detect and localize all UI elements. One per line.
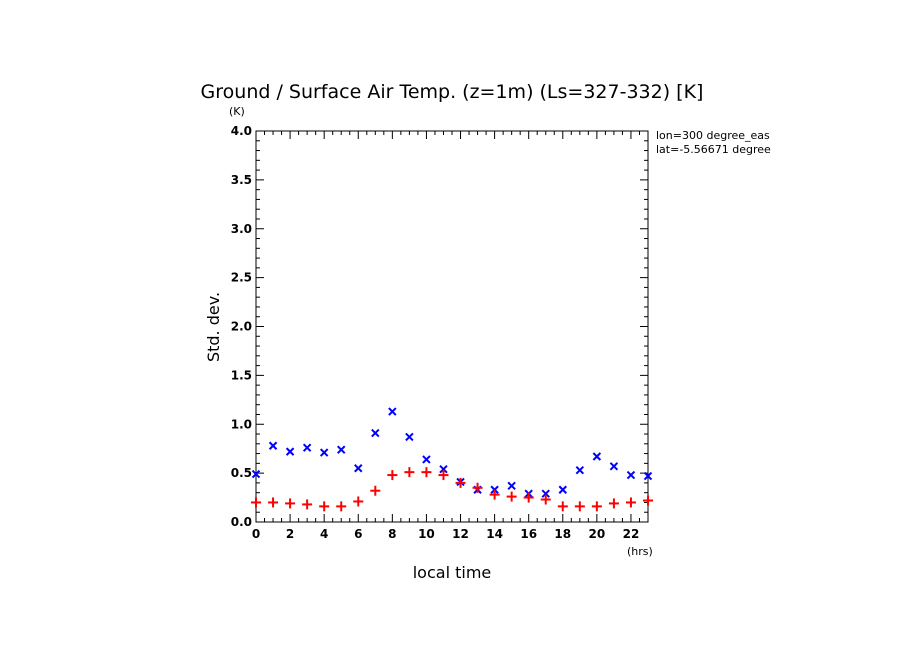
data-point-plus-marker (591, 501, 602, 512)
axis-ticks (255, 130, 649, 523)
y-tick-label: 2.0 (231, 320, 252, 334)
y-tick-label: 3.5 (231, 173, 252, 187)
data-point-plus-marker (319, 501, 330, 512)
data-point-plus-marker (455, 477, 466, 488)
data-point-plus-marker (557, 501, 568, 512)
data-point-x-marker (626, 470, 636, 480)
x-unit-label: (hrs) (627, 545, 653, 558)
x-tick-label: 0 (252, 527, 260, 541)
y-unit-label: (K) (229, 105, 245, 118)
data-point-plus-marker (404, 467, 415, 478)
data-point-plus-marker (353, 496, 364, 507)
data-point-x-marker (319, 448, 329, 457)
axis-tick-labels: 0 2 4 6 8 10 12 14 16 18 20 22 0.0 0.5 1.0 1.5 2.0 2.5 3.0… (231, 124, 640, 541)
data-point-x-marker (371, 428, 380, 438)
x-tick-label: 8 (388, 527, 396, 541)
data-point-x-marker (575, 465, 585, 475)
y-tick-label: 2.5 (231, 271, 252, 285)
data-point-x-marker (558, 485, 567, 494)
x-tick-label: 22 (623, 527, 640, 541)
data-point-plus-marker (608, 498, 619, 509)
y-tick-label: 1.0 (231, 417, 252, 431)
data-point-x-marker (337, 445, 346, 454)
y-tick-label: 3.0 (231, 222, 252, 236)
annotation-lon: lon=300 degree_eas (656, 129, 770, 142)
data-point-x-marker (609, 462, 619, 471)
x-tick-label: 4 (320, 527, 328, 541)
data-point-x-marker (302, 443, 312, 452)
x-tick-label: 14 (486, 527, 503, 541)
data-point-plus-marker (285, 498, 296, 509)
data-point-x-marker (388, 407, 397, 416)
data-point-plus-marker (643, 495, 653, 506)
data-point-plus-marker (574, 501, 585, 512)
data-point-plus-marker (540, 494, 551, 505)
data-points (251, 407, 653, 512)
chart-title: Ground / Surface Air Temp. (z=1m) (Ls=32… (201, 81, 704, 103)
x-tick-label: 20 (589, 527, 606, 541)
data-point-x-marker (592, 452, 602, 461)
y-tick-label: 0.5 (231, 466, 252, 480)
x-tick-label: 6 (354, 527, 362, 541)
data-point-plus-marker (387, 470, 398, 481)
data-point-x-marker (354, 464, 363, 473)
data-point-plus-marker (625, 497, 636, 508)
data-point-plus-marker (336, 501, 347, 512)
y-axis-label: Std. dev. (204, 292, 223, 362)
data-point-plus-marker (523, 492, 534, 503)
x-tick-label: 16 (520, 527, 537, 541)
data-point-x-marker (251, 469, 261, 479)
y-tick-label: 0.0 (231, 515, 252, 529)
x-tick-label: 12 (452, 527, 469, 541)
y-tick-label: 1.5 (231, 368, 252, 382)
data-point-x-marker (422, 455, 431, 464)
y-tick-label: 4.0 (231, 124, 252, 138)
x-axis-label: local time (413, 563, 492, 582)
x-tick-label: 10 (418, 527, 435, 541)
data-point-plus-marker (302, 499, 313, 510)
data-point-plus-marker (421, 467, 432, 478)
plot-frame (255, 130, 649, 523)
data-point-plus-marker (370, 485, 381, 496)
annotation-lat: lat=-5.56671 degree (656, 143, 771, 156)
data-point-plus-marker (472, 482, 483, 493)
data-point-plus-marker (489, 489, 500, 500)
data-point-plus-marker (251, 497, 261, 508)
data-point-x-marker (285, 447, 295, 456)
data-point-x-marker (268, 441, 278, 450)
data-point-x-marker (405, 432, 414, 442)
data-point-x-marker (643, 471, 653, 481)
x-tick-label: 2 (286, 527, 294, 541)
data-point-x-marker (439, 465, 448, 474)
data-point-plus-marker (438, 470, 449, 481)
data-point-plus-marker (268, 497, 279, 508)
data-point-x-marker (541, 489, 550, 498)
data-point-x-marker (507, 481, 516, 491)
x-tick-label: 18 (554, 527, 571, 541)
data-point-plus-marker (506, 491, 517, 502)
